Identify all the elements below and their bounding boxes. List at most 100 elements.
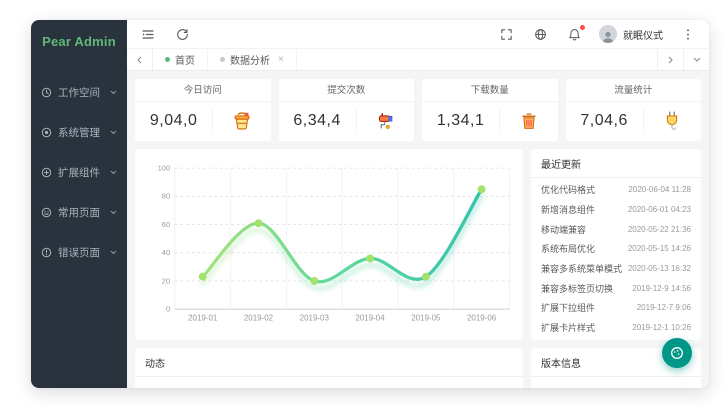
svg-text:2019-05: 2019-05 bbox=[411, 313, 441, 322]
svg-text:60: 60 bbox=[162, 220, 170, 229]
update-item: 兼容多系统菜单模式 2020-05-13 16:32 bbox=[541, 262, 691, 275]
user-menu[interactable]: 就眠仪式 bbox=[599, 25, 663, 43]
main-area: 就眠仪式 首页 数据分析 × bbox=[127, 20, 709, 388]
bell-icon bbox=[568, 28, 580, 40]
tab-close-icon[interactable]: × bbox=[278, 53, 284, 65]
update-item: 扩展卡片样式 2019-12-1 10:26 bbox=[541, 321, 691, 334]
tabs-scroll-right-button[interactable] bbox=[657, 49, 683, 70]
update-item: 优化代码格式 2020-06-04 11:28 bbox=[541, 183, 691, 196]
chevron-down-icon bbox=[110, 170, 117, 174]
tab-home[interactable]: 首页 bbox=[153, 49, 208, 70]
sidebar-item-system-management[interactable]: 系统管理 bbox=[31, 112, 127, 152]
recent-updates-title: 最近更新 bbox=[531, 149, 701, 178]
error-icon bbox=[41, 247, 52, 257]
content-area: 今日访问 9,04,0 bbox=[127, 71, 709, 388]
line-chart: 0 20 40 60 80 100 2019-01 2019-02 2019-03 2019-04… bbox=[158, 164, 510, 322]
update-date: 2020-06-04 11:28 bbox=[628, 185, 691, 195]
more-vertical-icon bbox=[687, 28, 689, 40]
svg-text:0: 0 bbox=[166, 305, 170, 314]
sidebar-item-common-pages[interactable]: 常用页面 bbox=[31, 192, 127, 232]
chevron-down-icon bbox=[110, 130, 117, 134]
sidebar-item-label: 常用页面 bbox=[58, 206, 100, 219]
sidebar: Pear Admin 工作空间 系统管理 扩展组件 bbox=[31, 20, 127, 388]
theme-settings-fab[interactable] bbox=[662, 338, 692, 368]
language-globe-button[interactable] bbox=[531, 26, 549, 42]
stat-card-downloads: 下载数量 1,34,1 bbox=[422, 79, 558, 141]
stat-card-submissions: 提交次数 6,34,4 bbox=[278, 79, 414, 141]
visits-chart-panel: 0 20 40 60 80 100 2019-01 2019-02 2019-03 2019-04… bbox=[135, 149, 523, 340]
app-window: Pear Admin 工作空间 系统管理 扩展组件 bbox=[31, 20, 709, 388]
chevron-left-icon bbox=[137, 56, 142, 63]
notifications-button[interactable] bbox=[565, 25, 585, 42]
update-date: 2019-12-1 10:26 bbox=[632, 323, 691, 333]
avatar-person-icon bbox=[602, 31, 614, 43]
paint-roller-icon bbox=[379, 113, 393, 129]
chevron-down-icon bbox=[110, 90, 117, 94]
svg-text:2019-04: 2019-04 bbox=[355, 313, 385, 322]
fullscreen-icon bbox=[500, 28, 512, 40]
update-label: 新增消息组件 bbox=[541, 205, 596, 216]
refresh-button[interactable] bbox=[173, 26, 191, 42]
tab-inactive-dot bbox=[220, 57, 225, 62]
tab-label: 数据分析 bbox=[230, 56, 270, 67]
system-icon bbox=[41, 127, 52, 137]
recent-updates-panel: 最近更新 优化代码格式 2020-06-04 11:28 新增消息组件 2020-0… bbox=[531, 149, 701, 340]
svg-text:2019-02: 2019-02 bbox=[244, 313, 274, 322]
recent-updates-list: 优化代码格式 2020-06-04 11:28 新增消息组件 2020-06-01 … bbox=[531, 178, 701, 340]
top-toolbar: 就眠仪式 bbox=[127, 20, 709, 48]
tabs-dropdown-button[interactable] bbox=[683, 49, 709, 70]
stat-card-traffic: 流量统计 7,04,6 bbox=[565, 79, 701, 141]
stat-cards-row: 今日访问 9,04,0 bbox=[135, 79, 701, 141]
svg-text:40: 40 bbox=[162, 248, 170, 257]
sidebar-menu: 工作空间 系统管理 扩展组件 常用页面 bbox=[31, 62, 127, 272]
update-date: 2020-06-01 04:23 bbox=[627, 205, 691, 215]
tabs-scroll-left-button[interactable] bbox=[127, 49, 153, 70]
update-date: 2020-05-22 21:36 bbox=[627, 224, 691, 234]
sidebar-item-extensions[interactable]: 扩展组件 bbox=[31, 152, 127, 192]
workspace-icon bbox=[41, 87, 52, 97]
stat-value: 9,04,0 bbox=[149, 112, 198, 129]
pages-icon bbox=[41, 207, 52, 217]
update-label: 扩展卡片样式 bbox=[541, 323, 596, 334]
sidebar-item-label: 扩展组件 bbox=[58, 166, 100, 179]
collapse-menu-button[interactable] bbox=[139, 26, 157, 42]
tab-active-dot bbox=[165, 57, 170, 62]
update-date: 2019-12-7 9:06 bbox=[636, 303, 691, 313]
sidebar-item-workspace[interactable]: 工作空间 bbox=[31, 72, 127, 112]
tabbar-spacer bbox=[297, 49, 657, 70]
stat-value: 1,34,1 bbox=[436, 112, 485, 129]
fullscreen-button[interactable] bbox=[497, 26, 515, 42]
svg-text:100: 100 bbox=[158, 164, 171, 173]
chevron-right-icon bbox=[668, 56, 673, 63]
version-title: 版本信息 bbox=[531, 348, 701, 377]
update-label: 移动端兼容 bbox=[541, 224, 587, 235]
palette-icon bbox=[671, 347, 683, 359]
sidebar-item-error-pages[interactable]: 错误页面 bbox=[31, 232, 127, 272]
chevron-down-icon bbox=[110, 210, 117, 214]
update-date: 2019-12-9 14:56 bbox=[632, 283, 691, 293]
trash-icon bbox=[522, 113, 536, 129]
more-menu-button[interactable] bbox=[679, 26, 697, 42]
tab-label: 首页 bbox=[175, 56, 195, 67]
tab-data-analysis[interactable]: 数据分析 × bbox=[208, 49, 297, 70]
stat-title: 提交次数 bbox=[278, 79, 414, 102]
update-item: 系统布局优化 2020-05-15 14:26 bbox=[541, 242, 691, 255]
update-label: 兼容多标签页切换 bbox=[541, 283, 614, 294]
stat-title: 流量统计 bbox=[565, 79, 701, 102]
svg-text:80: 80 bbox=[162, 192, 170, 201]
svg-text:2019-06: 2019-06 bbox=[467, 313, 497, 322]
extension-icon bbox=[41, 167, 52, 177]
power-plug-icon bbox=[667, 111, 678, 130]
tab-bar: 首页 数据分析 × bbox=[127, 48, 709, 71]
update-label: 优化代码格式 bbox=[541, 185, 596, 196]
svg-text:2019-03: 2019-03 bbox=[300, 313, 330, 322]
update-item: 扩展下拉组件 2019-12-7 9:06 bbox=[541, 301, 691, 314]
update-item: 兼容多标签页切换 2019-12-9 14:56 bbox=[541, 282, 691, 295]
sidebar-item-label: 错误页面 bbox=[58, 246, 100, 259]
chevron-down-icon bbox=[110, 250, 117, 254]
stat-card-today-visits: 今日访问 9,04,0 bbox=[135, 79, 271, 141]
bottom-row: 动态 版本信息 bbox=[135, 347, 701, 388]
refresh-icon bbox=[176, 28, 188, 40]
activity-title: 动态 bbox=[135, 348, 523, 377]
update-label: 兼容多系统菜单模式 bbox=[541, 264, 623, 275]
